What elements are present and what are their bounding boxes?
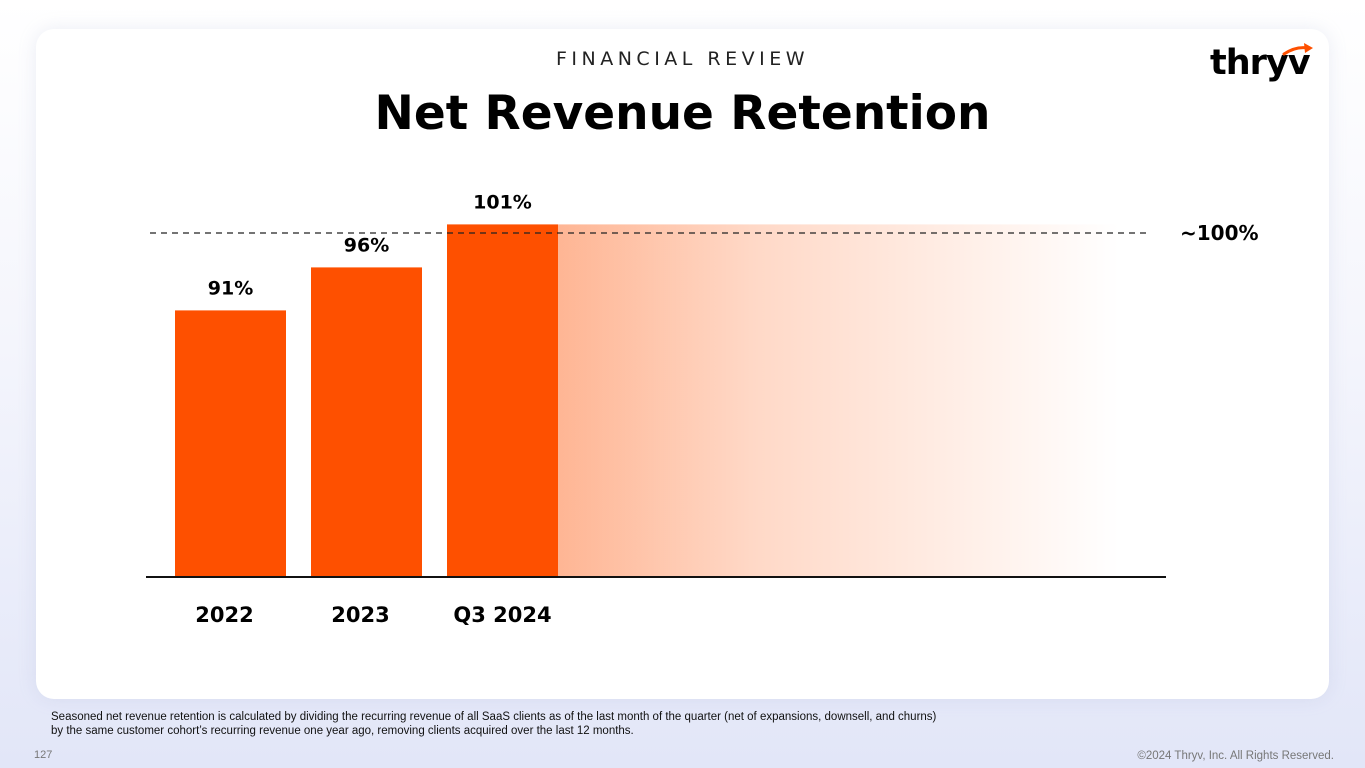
- projection-fade-band: [558, 224, 1120, 577]
- bar-value-label: 101%: [473, 191, 532, 213]
- thryv-logo: thryv: [1210, 42, 1314, 88]
- copyright-notice: ©2024 Thryv, Inc. All Rights Reserved.: [1137, 750, 1334, 762]
- bar-value-label: 96%: [344, 234, 389, 256]
- arrow-swoosh-icon: [1282, 43, 1313, 56]
- footnote: Seasoned net revenue retention is calcul…: [51, 711, 937, 737]
- reference-line-label: ~100%: [1180, 221, 1259, 245]
- section-eyebrow: FINANCIAL REVIEW: [555, 48, 810, 70]
- bar-2022: [175, 310, 286, 577]
- page-number: 127: [34, 749, 53, 761]
- bar-value-label: 91%: [208, 277, 253, 299]
- x-tick-label: Q3 2024: [453, 603, 551, 627]
- bar-2023: [311, 267, 422, 577]
- x-tick-label: 2023: [331, 603, 389, 627]
- x-tick-label: 2022: [195, 603, 253, 627]
- page-title: Net Revenue Retention: [374, 86, 991, 141]
- bar-q3-2024: [447, 224, 558, 577]
